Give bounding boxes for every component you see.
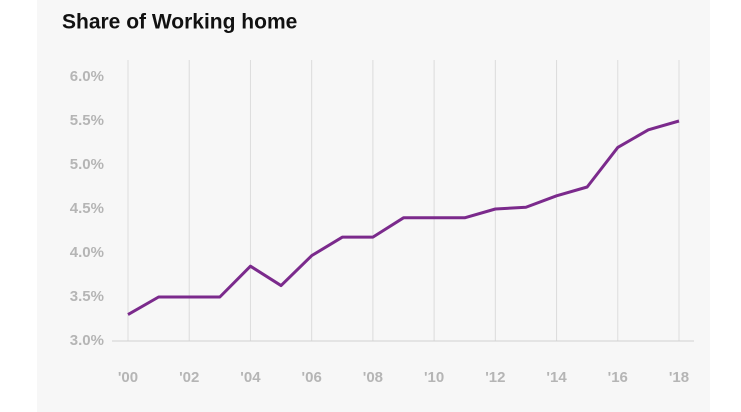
y-tick-label: 3.5% [70,288,104,305]
y-tick-label: 4.5% [70,200,104,217]
panel [37,0,710,412]
chart-title: Share of Working home [62,11,297,34]
y-tick-label: 5.0% [70,156,104,173]
x-tick-label: '02 [179,369,199,386]
x-tick-label: '16 [608,369,628,386]
y-tick-label: 6.0% [70,68,104,85]
x-tick-label: '12 [485,369,505,386]
y-tick-label: 4.0% [70,244,104,261]
x-tick-label: '14 [546,369,567,386]
x-tick-label: '04 [240,369,261,386]
x-tick-label: '06 [302,369,322,386]
y-tick-label: 5.5% [70,112,104,129]
x-tick-label: '18 [669,369,689,386]
x-tick-label: '08 [363,369,383,386]
x-tick-label: '00 [118,369,138,386]
data-line [127,119,680,316]
x-tick-label: '10 [424,369,444,386]
y-tick-label: 3.0% [70,332,104,349]
